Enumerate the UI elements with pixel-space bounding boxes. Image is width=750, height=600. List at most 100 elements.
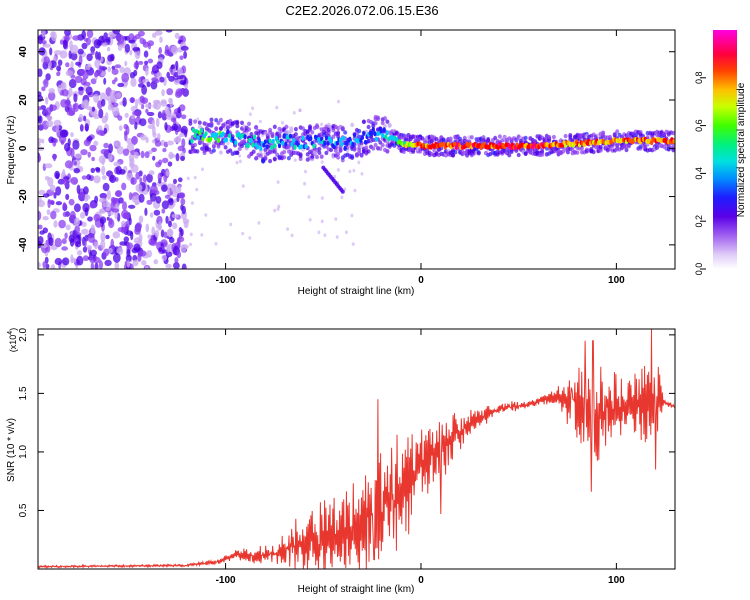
spectrogram-halo-cell (249, 132, 254, 137)
spectrogram-halo-cell (242, 138, 247, 144)
spectrogram-halo-cell (624, 147, 629, 153)
spectrogram-ridge-cell (249, 138, 253, 144)
spectrogram-noise-cell (53, 220, 58, 228)
spectrogram-noise-cell (308, 218, 312, 222)
spectrogram-halo-cell (350, 122, 355, 128)
spectrogram-noise-cell (38, 36, 43, 45)
spectrogram-noise-cell (159, 36, 163, 43)
spectrogram-noise-cell (98, 65, 102, 75)
spectrogram-noise-cell (46, 115, 53, 121)
spectrogram-ridge-cell (373, 131, 377, 137)
spectrogram-noise-cell (102, 202, 108, 208)
spectrogram-halo-cell (336, 155, 341, 160)
snr-y-ticks: 0.5 1.0 1.5 2.0 (18, 327, 675, 517)
spectrogram-y-tick-label: 0 (18, 145, 29, 151)
spectrogram-noise-cell (97, 129, 105, 136)
spectrogram-halo-cell (268, 127, 273, 133)
spectrogram-ridge-cell (246, 143, 250, 149)
spectrogram-halo-cell (418, 149, 423, 154)
spectrogram-noise-cell (154, 140, 162, 147)
spectrogram-halo-cell (547, 138, 552, 143)
spectrogram-noise-cell (180, 244, 187, 253)
spectrogram-halo-cell (319, 154, 324, 159)
colorbar-tick-label: 0.8 (694, 72, 704, 85)
spectrogram-ridge-cell (290, 142, 294, 147)
spectrogram-halo-cell (254, 124, 259, 130)
spectrogram-noise-cell (214, 242, 218, 246)
spectrogram-noise-cell (65, 62, 70, 68)
spectrogram-noise-cell (153, 259, 159, 265)
spectrogram-halo-cell (317, 150, 322, 155)
spectrogram-noise-cell (123, 212, 129, 220)
spectrogram-noise-cell (162, 157, 169, 164)
spectrogram-ridge-cell (196, 135, 200, 141)
spectrogram-noise-cell (149, 192, 157, 202)
spectrogram-noise-cell (93, 140, 99, 147)
snr-x-tick-label: -100 (216, 575, 236, 586)
spectrogram-noise-cell (90, 46, 96, 53)
spectrogram-ridge-cell (191, 127, 196, 133)
spectrogram-noise-cell (134, 121, 138, 130)
spectrogram-noise-cell (70, 52, 78, 61)
spectrogram-noise-cell (166, 140, 174, 146)
spectrogram-noise-cell (73, 161, 78, 166)
spectrogram-noise-cell (82, 71, 89, 80)
spectrogram-noise-cell (133, 151, 139, 159)
spectrogram-noise-cell (137, 60, 144, 65)
spectrogram-noise-cell (158, 159, 163, 165)
spectrogram-noise-cell (117, 82, 125, 88)
spectrogram-noise-cell (70, 147, 75, 158)
spectrogram-ridge-cell (343, 145, 347, 151)
spectrogram-noise-cell (114, 190, 122, 197)
spectrogram-halo-cell (378, 146, 383, 151)
spectrogram-halo-cell (254, 156, 259, 161)
spectrogram-noise-cell (86, 53, 93, 62)
spectrogram-halo-cell (218, 150, 223, 155)
spectrogram-noise-cell (83, 240, 87, 247)
spectrogram-noise-cell (122, 201, 127, 211)
spectrogram-noise-cell (114, 261, 120, 269)
spectrogram-halo-cell (237, 146, 242, 152)
spectrogram-noise-cell (146, 173, 153, 183)
spectrogram-noise-cell (38, 146, 45, 151)
spectrogram-noise-cell (120, 220, 126, 228)
spectrogram-noise-cell (122, 97, 127, 107)
spectrogram-noise-cell (56, 65, 62, 72)
spectrogram-halo-cell (310, 130, 315, 135)
spectrogram-noise-cell (180, 198, 186, 206)
spectrogram-halo-cell (268, 158, 273, 164)
spectrogram-noise-cell (340, 195, 344, 200)
spectrogram-noise-cell (84, 123, 90, 132)
spectrogram-noise-cell (148, 42, 151, 50)
spectrogram-noise-cell (61, 246, 68, 251)
spectrogram-ridge-cell (292, 137, 296, 143)
spectrogram-noise-cell (130, 77, 137, 87)
spectrogram-noise-cell (114, 64, 122, 69)
spectrogram-halo-cell (223, 145, 228, 150)
spectrogram-noise-cell (132, 47, 140, 52)
spectrogram-noise-cell (47, 199, 55, 204)
spectrogram-noise-cell (350, 213, 354, 218)
spectrogram-halo-cell (315, 154, 319, 160)
spectrogram-noise-cell (78, 113, 84, 122)
spectrogram-halo-cell (547, 134, 552, 140)
spectrogram-noise-cell (176, 239, 181, 249)
spectrogram-noise-cell (167, 229, 173, 238)
spectrogram-noise-cell (72, 103, 77, 110)
spectrogram-halo-cell (265, 136, 270, 141)
spectrogram-noise-cell (108, 143, 113, 154)
spectrogram-noise-cell (51, 31, 57, 42)
spectrogram-ridge-cell (352, 132, 357, 138)
spectrogram-noise-cell (111, 68, 119, 75)
spectrogram-noise-cell (189, 232, 193, 237)
spectrogram-halo-cell (202, 150, 207, 156)
spectrogram-ridge-cell (209, 136, 213, 142)
spectrogram-halo-cell (331, 128, 336, 133)
spectrogram-noise-cell (293, 158, 297, 162)
spectrogram-noise-cell (320, 122, 324, 127)
spectrogram-halo-cell (497, 134, 502, 139)
spectrogram-halo-cell (308, 125, 312, 130)
spectrogram-noise-cell (76, 184, 81, 195)
spectrogram-noise-cell (124, 60, 128, 67)
spectrogram-noise-cell (139, 118, 147, 127)
